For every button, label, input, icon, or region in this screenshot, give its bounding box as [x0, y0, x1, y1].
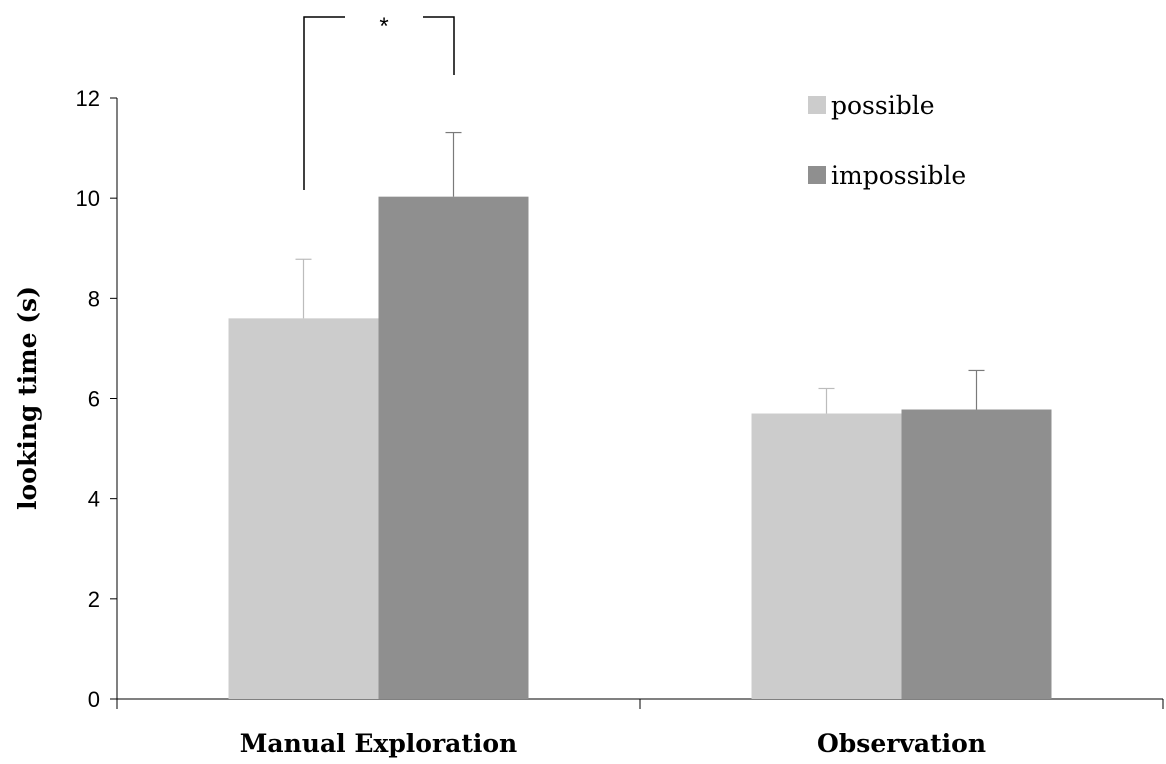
bars: [228, 196, 1052, 699]
y-tick-label: 4: [88, 487, 100, 512]
legend-swatch-possible: [808, 96, 826, 114]
error-bars: [295, 131, 985, 414]
significance-bracket-right: [423, 16, 455, 75]
y-tick-label: 2: [88, 587, 100, 612]
y-tick-label: 6: [88, 387, 100, 412]
y-tick-label: 12: [76, 86, 100, 111]
legend-label-possible: possible: [831, 91, 935, 120]
y-ticks: 0 2 4 6 8 10 12: [76, 86, 117, 712]
category-labels: Manual Exploration Observation: [240, 729, 986, 758]
y-tick-label: 8: [88, 286, 100, 311]
y-tick-label: 10: [76, 186, 100, 211]
bar-impossible-1: [901, 409, 1052, 699]
legend-swatch-impossible: [808, 166, 826, 184]
y-tick-label: 0: [88, 687, 100, 712]
significance-bracket-left: [303, 16, 345, 190]
y-axis-title: looking time (s): [13, 286, 42, 510]
category-label: Manual Exploration: [240, 729, 518, 758]
y-axis: 0 2 4 6 8 10 12: [76, 86, 118, 712]
bar-possible-0: [228, 318, 379, 699]
category-label: Observation: [817, 729, 986, 758]
significance-bracket: *: [303, 13, 455, 190]
bar-possible-1: [751, 413, 902, 699]
legend-label-impossible: impossible: [831, 161, 966, 190]
significance-asterisk: *: [379, 13, 388, 40]
bar-impossible-0: [378, 196, 529, 699]
x-axis: Manual Exploration Observation: [116, 698, 1164, 758]
legend: possible impossible: [808, 91, 966, 190]
